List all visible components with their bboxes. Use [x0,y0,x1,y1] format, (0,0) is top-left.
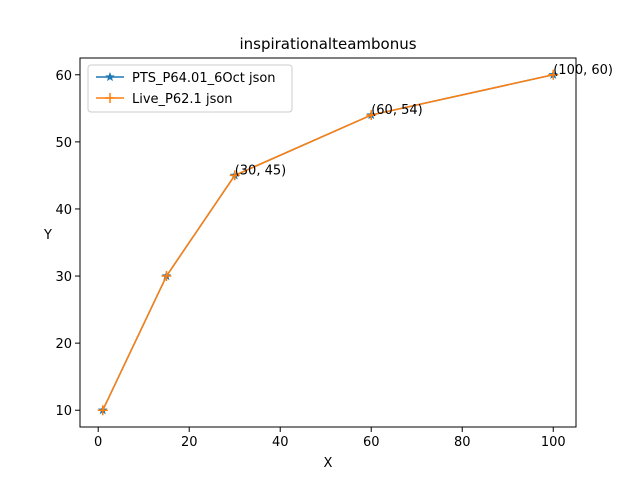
x-tick-label: 20 [181,435,198,450]
point-annotation: (60, 54) [371,103,423,118]
x-tick-label: 0 [94,435,102,450]
x-axis-label: X [324,456,333,471]
chart-title: inspirationalteambonus [239,35,416,53]
y-tick-label: 60 [55,69,72,84]
y-tick-label: 40 [55,203,72,218]
y-tick-label: 10 [55,404,72,419]
y-axis-label: Y [43,228,52,243]
plot-area: 0 20 40 60 80 100 10 20 30 40 50 60 (30, 45) (60, 54)… [55,57,613,450]
x-tick-label: 40 [272,435,289,450]
point-annotation: (100, 60) [553,63,613,78]
legend-box [87,64,293,113]
point-annotation: (30, 45) [235,163,286,178]
series-2-point [548,69,559,80]
legend: PTS_P64.01_6Oct json Live_P62.1 json [87,64,293,113]
x-tick-label: 80 [454,435,471,450]
x-tick-label: 100 [541,435,566,450]
axes-frame [79,57,577,428]
x-tick-label: 60 [363,435,380,450]
y-tick-label: 50 [55,136,72,151]
legend-marker [105,71,115,82]
legend-entry: PTS_P64.01_6Oct json [132,71,276,86]
y-tick-label: 30 [55,270,72,285]
legend-marker [105,93,115,103]
series-2-point [229,170,240,181]
series-2-point [161,271,172,282]
legend-entry: Live_P62.1 json [132,92,233,107]
series-2-point [366,110,377,121]
series-2-point [97,405,108,416]
y-tick-label: 20 [55,337,72,352]
